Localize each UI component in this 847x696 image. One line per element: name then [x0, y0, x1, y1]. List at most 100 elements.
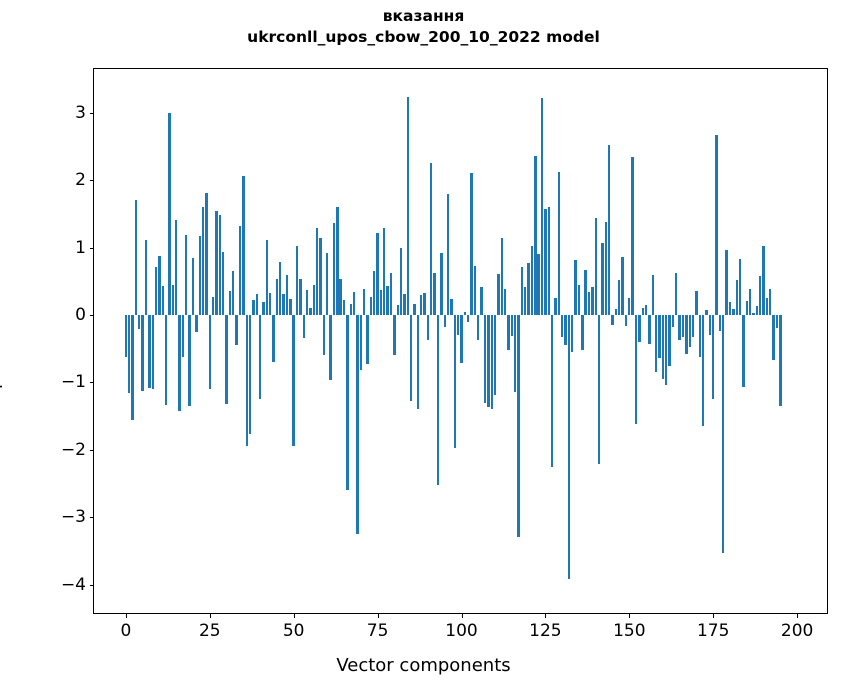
bar: [779, 315, 782, 407]
bar: [775, 315, 779, 328]
bar: [164, 315, 168, 406]
y-tick-mark: [89, 382, 94, 384]
y-tick-label: 1: [75, 237, 86, 258]
y-tick-mark: [89, 247, 94, 249]
bar: [527, 263, 530, 316]
bar: [242, 175, 245, 316]
bar: [571, 315, 574, 353]
bar: [315, 228, 319, 316]
bar: [701, 315, 705, 427]
bar: [406, 96, 409, 316]
bar: [158, 255, 161, 316]
bar: [198, 236, 201, 316]
bar: [305, 290, 309, 316]
bar: [265, 240, 269, 316]
bar: [268, 292, 272, 316]
bar: [289, 298, 292, 316]
bar: [745, 300, 748, 316]
x-tick-mark: [125, 613, 127, 618]
bar: [678, 315, 681, 340]
y-tick-mark: [89, 517, 94, 519]
bar: [248, 315, 252, 434]
bar: [279, 261, 282, 316]
x-tick-mark: [293, 613, 295, 618]
bar: [282, 294, 285, 316]
bar: [154, 266, 158, 316]
bar: [641, 308, 644, 316]
bar: [222, 251, 225, 316]
y-tick-mark: [89, 112, 94, 114]
chart-axes-frame: 3 2 1 0 −1 −2 −3 −4 0 25 50 75 100 125 150 175 200: [61, 68, 828, 641]
bar: [738, 259, 742, 316]
bar: [144, 240, 148, 316]
bar: [379, 290, 383, 316]
bar: [618, 279, 621, 316]
bar: [420, 294, 423, 316]
bar: [161, 286, 164, 316]
bar: [141, 315, 144, 391]
bar: [463, 311, 467, 316]
bar: [758, 275, 762, 316]
bar: [651, 274, 654, 316]
bar: [205, 193, 208, 316]
bar: [735, 279, 738, 316]
bar: [725, 250, 728, 316]
bar: [503, 289, 507, 316]
bar: [634, 315, 638, 424]
bar: [409, 315, 413, 402]
bar: [346, 315, 349, 490]
y-tick-label: −3: [60, 507, 86, 528]
y-tick-label: 2: [75, 170, 86, 191]
bar: [195, 315, 198, 332]
bar: [312, 284, 316, 316]
bar: [208, 315, 211, 390]
bar: [477, 315, 480, 340]
bar: [456, 315, 460, 335]
bar: [510, 315, 514, 336]
bar: [487, 315, 490, 407]
bar: [352, 292, 356, 316]
bar: [232, 270, 235, 316]
bar: [322, 315, 326, 356]
bar: [648, 315, 651, 345]
bar: [262, 302, 265, 316]
bar: [302, 315, 305, 338]
bar: [493, 315, 497, 395]
bar: [581, 315, 584, 351]
bar: [540, 97, 544, 316]
bar: [201, 206, 205, 316]
bar: [403, 294, 406, 316]
bar: [688, 315, 691, 348]
bar: [396, 304, 399, 316]
bar: [423, 293, 426, 316]
bar: [644, 304, 648, 316]
bar: [722, 315, 725, 553]
bar: [517, 315, 520, 538]
y-tick-mark: [89, 315, 94, 317]
bar: [188, 315, 191, 407]
x-tick-mark: [545, 613, 547, 618]
x-tick-label: 200: [780, 621, 814, 641]
bar: [148, 315, 151, 388]
x-tick-mark: [797, 613, 799, 618]
bar: [507, 315, 510, 351]
bar: [430, 162, 433, 316]
bar: [342, 300, 346, 316]
bar: [638, 315, 641, 342]
bar: [373, 270, 376, 316]
bar: [480, 287, 483, 316]
bar: [534, 155, 537, 316]
bar: [309, 307, 312, 316]
bar: [369, 296, 373, 316]
bar: [490, 315, 493, 409]
bar: [524, 286, 527, 316]
chart-title-line-1: вказання: [382, 7, 465, 25]
bar: [376, 232, 379, 316]
bar: [228, 290, 232, 316]
bar: [661, 315, 665, 380]
y-tick-mark: [89, 180, 94, 182]
bar: [366, 315, 369, 364]
bar: [557, 172, 561, 316]
bar: [500, 238, 503, 316]
bar: [769, 288, 772, 316]
